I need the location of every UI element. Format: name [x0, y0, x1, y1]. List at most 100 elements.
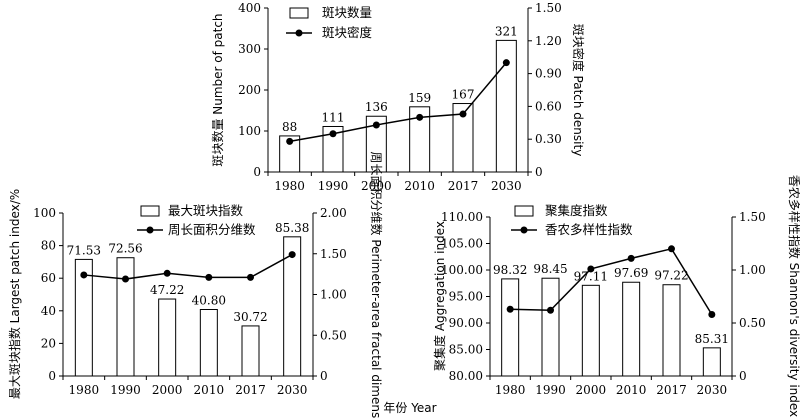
right-tick-label: 0 — [535, 165, 543, 179]
legend-line-label: 斑块密度 — [322, 25, 373, 40]
left-tick-label: 400 — [238, 1, 261, 15]
x-tick-label: 2010 — [616, 383, 647, 397]
right-tick-label: 1.50 — [320, 247, 347, 261]
x-tick-label: 2030 — [277, 383, 308, 397]
chart-1: 0 100 200 300 400 0 0.30 0.60 0.90 1.20 1.50 1980 19… — [210, 1, 586, 193]
x-tick-label: 2030 — [491, 179, 522, 193]
bar-value-label: 98.45 — [533, 262, 567, 276]
bar-value-label: 97.22 — [654, 269, 688, 283]
bar — [581, 284, 600, 377]
x-tick-label: 2017 — [235, 383, 266, 397]
line-point — [547, 306, 554, 314]
bar — [452, 103, 474, 173]
bar — [322, 125, 344, 173]
x-tick-label: 1990 — [318, 179, 349, 193]
bar — [495, 39, 517, 173]
line-point — [205, 273, 213, 281]
bar-value-label: 85.31 — [695, 332, 729, 346]
bar-value-label: 85.38 — [275, 221, 309, 235]
bar-value-label: 159 — [408, 91, 431, 105]
right-axis-title: 周长面积分维数 Perimeter-area fractal dimension — [369, 152, 384, 418]
right-tick-label: 0.90 — [535, 67, 562, 81]
right-tick-label: 0 — [320, 369, 328, 383]
line-point — [502, 59, 510, 67]
bar — [541, 277, 560, 377]
left-tick-label: 60 — [41, 271, 56, 285]
series-line — [289, 62, 507, 143]
left-axis-title: 最大斑块指数 Largest patch index/% — [7, 189, 22, 399]
bar-value-label: 72.56 — [108, 242, 142, 256]
right-tick-label: 1.50 — [535, 1, 562, 15]
series-line — [510, 247, 713, 315]
x-tick-label: 2010 — [194, 383, 225, 397]
left-tick-label: 100 — [238, 124, 261, 138]
line-point — [708, 311, 716, 319]
left-tick-label: 200 — [238, 83, 261, 97]
bar-value-label: 98.32 — [493, 263, 527, 277]
bar-value-label: 88 — [282, 120, 297, 134]
left-tick-label: 20 — [41, 336, 56, 350]
x-tick-label: 2000 — [152, 383, 183, 397]
legend-line-label: 周长面积分维数 — [168, 222, 256, 237]
chart-3: 80.00 85.00 90.00 95.00 100.00 105.00 110.00 0 0… — [432, 175, 800, 417]
x-tick-label: 1980 — [69, 383, 100, 397]
right-tick-label: 0.30 — [535, 132, 562, 146]
x-tick-label: 2017 — [448, 179, 479, 193]
bar-value-label: 136 — [365, 100, 388, 114]
x-tick-label: 1990 — [535, 383, 566, 397]
x-tick-label: 1980 — [274, 179, 305, 193]
left-tick-label: 0 — [253, 165, 261, 179]
line-point — [372, 121, 380, 129]
bar — [365, 115, 387, 173]
chart-2: 0 20 40 60 80 100 0 0.50 1.00 1.50 2.00 1980 1990 200… — [7, 152, 384, 418]
right-tick-label: 1.00 — [320, 288, 347, 302]
bar-value-label: 97.11 — [574, 269, 608, 283]
right-tick-label: 2.00 — [320, 206, 347, 220]
legend-line-label: 香农多样性指数 — [545, 222, 633, 237]
bar — [279, 135, 301, 173]
left-tick-label: 85.00 — [449, 343, 483, 357]
line-point — [122, 275, 129, 283]
line-point — [286, 137, 294, 145]
line-point — [329, 130, 337, 138]
right-tick-label: 1.20 — [535, 34, 562, 48]
line-point — [80, 271, 88, 279]
x-tick-label: 1990 — [110, 383, 141, 397]
left-axis-title: 聚集度 Aggregation index — [432, 221, 447, 371]
bar-value-label: 97.69 — [614, 266, 648, 280]
left-tick-label: 40 — [41, 304, 56, 318]
legend-line-marker — [146, 226, 154, 234]
bar-value-label: 47.22 — [150, 283, 184, 297]
x-tick-label: 2000 — [361, 179, 392, 193]
legend-bar-label: 斑块数量 — [322, 5, 372, 20]
left-tick-label: 80.00 — [449, 369, 483, 383]
bar-value-label: 71.53 — [67, 243, 101, 257]
line-point — [416, 113, 424, 121]
left-tick-label: 0 — [48, 369, 56, 383]
bar-value-label: 167 — [452, 88, 475, 102]
line-point — [247, 273, 254, 281]
left-tick-label: 80 — [41, 239, 56, 253]
line-point — [459, 110, 467, 118]
bar-value-label: 40.80 — [192, 293, 226, 307]
line-point — [587, 265, 595, 273]
bar — [283, 236, 302, 377]
left-tick-label: 100 — [33, 206, 56, 220]
bar — [74, 258, 93, 377]
series-line — [83, 253, 293, 280]
left-axis-title: 斑块数量 Number of patch — [210, 13, 225, 166]
bar — [702, 347, 721, 377]
bar-value-label: 321 — [495, 24, 518, 38]
left-tick-label: 100.00 — [441, 263, 483, 277]
legend-line-marker — [520, 226, 528, 234]
x-tick-label: 2017 — [656, 383, 687, 397]
bar — [199, 308, 218, 377]
x-tick-label: 2000 — [576, 383, 607, 397]
left-tick-label: 105.00 — [441, 237, 483, 251]
x-tick-label: 1980 — [495, 383, 526, 397]
bar — [241, 325, 260, 377]
x-tick-label: 2010 — [404, 179, 435, 193]
legend-bar-label: 聚集度指数 — [545, 203, 608, 218]
left-tick-label: 110.00 — [441, 210, 483, 224]
